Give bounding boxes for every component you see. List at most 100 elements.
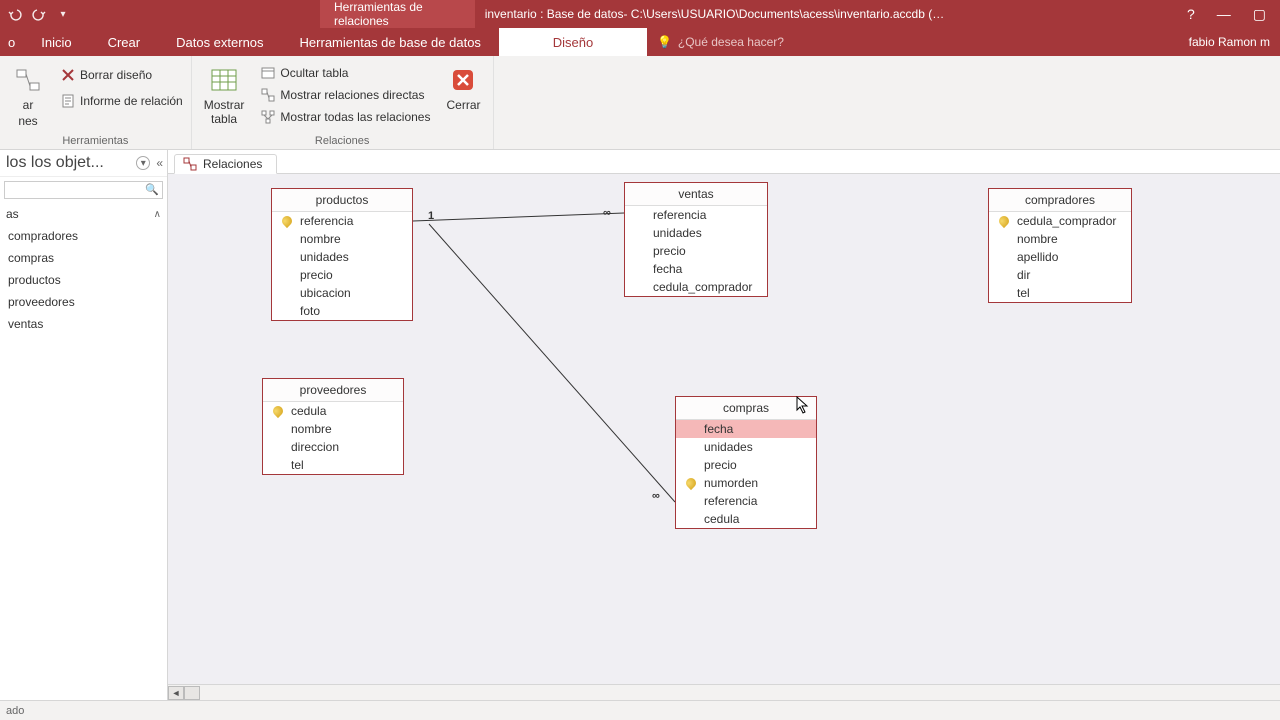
document-area: Relaciones productosreferencianombreunid…: [168, 150, 1280, 700]
ocultar-tabla-button[interactable]: Ocultar tabla: [258, 64, 432, 82]
nav-item-proveedores[interactable]: proveedores: [0, 291, 167, 313]
nav-dropdown-icon[interactable]: ▾: [136, 156, 150, 170]
field-cedula_comprador[interactable]: cedula_comprador: [989, 212, 1131, 230]
field-cedula_comprador[interactable]: cedula_comprador: [625, 278, 767, 296]
tell-me-input[interactable]: [678, 35, 878, 49]
field-fecha[interactable]: fecha: [625, 260, 767, 278]
relation-label: ∞: [603, 207, 611, 219]
cerrar-button[interactable]: Cerrar: [440, 62, 486, 114]
relaciones-directas-button[interactable]: Mostrar relaciones directas: [258, 86, 432, 104]
field-referencia[interactable]: referencia: [676, 492, 816, 510]
field-apellido[interactable]: apellido: [989, 248, 1131, 266]
tab-diseno[interactable]: Diseño: [499, 28, 647, 56]
tab-datos-externos[interactable]: Datos externos: [158, 28, 281, 56]
field-precio[interactable]: precio: [676, 456, 816, 474]
table-title: productos: [272, 189, 412, 212]
context-tool-tab: Herramientas de relaciones: [320, 0, 475, 28]
tab-relaciones[interactable]: Relaciones: [174, 154, 277, 174]
undo-icon[interactable]: [8, 7, 22, 21]
scroll-thumb[interactable]: [184, 686, 200, 700]
quick-access-toolbar: ▾: [0, 7, 78, 21]
nav-item-compradores[interactable]: compradores: [0, 225, 167, 247]
field-numorden[interactable]: numorden: [676, 474, 816, 492]
tab-inicio[interactable]: Inicio: [23, 28, 89, 56]
status-bar: ado: [0, 700, 1280, 720]
ribbon: ar nes Borrar diseño Informe de relación…: [0, 56, 1280, 150]
navigation-pane: los los objet... ▾ « 🔍 as ∧ compradoresc…: [0, 150, 168, 700]
horizontal-scrollbar[interactable]: ◄: [168, 684, 1280, 700]
table-productos[interactable]: productosreferencianombreunidadespreciou…: [271, 188, 413, 321]
report-icon: [60, 93, 76, 109]
mostrar-tabla-label: Mostrar tabla: [204, 98, 245, 127]
nav-item-productos[interactable]: productos: [0, 269, 167, 291]
field-cedula[interactable]: cedula: [263, 402, 403, 420]
nav-collapse-icon[interactable]: «: [156, 156, 163, 170]
nav-item-ventas[interactable]: ventas: [0, 313, 167, 335]
table-proveedores[interactable]: proveedorescedulanombredirecciontel: [262, 378, 404, 475]
nav-search-input[interactable]: [4, 181, 163, 199]
nav-title: los los objet...: [6, 154, 132, 172]
informe-relacion-label: Informe de relación: [80, 94, 183, 108]
field-referencia[interactable]: referencia: [272, 212, 412, 230]
field-nombre[interactable]: nombre: [989, 230, 1131, 248]
todas-relaciones-button[interactable]: Mostrar todas las relaciones: [258, 108, 432, 126]
relations-canvas[interactable]: productosreferencianombreunidadespreciou…: [168, 174, 1280, 684]
minimize-icon[interactable]: —: [1217, 6, 1231, 22]
edit-relations-icon: [12, 64, 44, 96]
field-unidades[interactable]: unidades: [676, 438, 816, 456]
nav-search[interactable]: 🔍: [4, 181, 163, 199]
field-fecha[interactable]: fecha: [676, 420, 816, 438]
qat-customize-icon[interactable]: ▾: [56, 7, 70, 21]
informe-relacion-button[interactable]: Informe de relación: [58, 92, 185, 110]
ribbon-tabs: o Inicio Crear Datos externos Herramient…: [0, 28, 1280, 56]
field-direccion[interactable]: direccion: [263, 438, 403, 456]
mostrar-tabla-button[interactable]: Mostrar tabla: [198, 62, 251, 129]
field-ubicacion[interactable]: ubicacion: [272, 284, 412, 302]
user-name[interactable]: fabio Ramon m: [1179, 28, 1280, 56]
relaciones-directas-label: Mostrar relaciones directas: [280, 88, 424, 102]
edit-relations-label1: ar: [23, 98, 34, 112]
field-tel[interactable]: tel: [989, 284, 1131, 302]
field-nombre[interactable]: nombre: [272, 230, 412, 248]
scroll-left-icon[interactable]: ◄: [168, 686, 184, 700]
table-title: ventas: [625, 183, 767, 206]
group-label-relaciones: Relaciones: [198, 135, 487, 149]
tab-herramientas-bd[interactable]: Herramientas de base de datos: [282, 28, 499, 56]
cerrar-label: Cerrar: [446, 98, 480, 112]
tab-crear[interactable]: Crear: [90, 28, 159, 56]
maximize-icon[interactable]: ▢: [1253, 6, 1266, 23]
borrar-diseno-button[interactable]: Borrar diseño: [58, 66, 185, 84]
table-compras[interactable]: comprasfechaunidadesprecionumordenrefere…: [675, 396, 817, 529]
field-precio[interactable]: precio: [625, 242, 767, 260]
nav-header[interactable]: los los objet... ▾ «: [0, 150, 167, 177]
nav-item-compras[interactable]: compras: [0, 247, 167, 269]
tab-file[interactable]: o: [0, 28, 23, 56]
field-tel[interactable]: tel: [263, 456, 403, 474]
cursor-icon: [796, 396, 810, 414]
tell-me[interactable]: 💡: [647, 28, 888, 56]
chevron-up-icon: ∧: [154, 209, 161, 220]
nav-category[interactable]: as ∧: [0, 203, 167, 225]
redo-icon[interactable]: [32, 7, 46, 21]
field-precio[interactable]: precio: [272, 266, 412, 284]
edit-relations-label2: nes: [18, 114, 37, 128]
table-title: proveedores: [263, 379, 403, 402]
title-bar: ▾ Herramientas de relaciones inventario …: [0, 0, 1280, 28]
table-ventas[interactable]: ventasreferenciaunidadespreciofechacedul…: [624, 182, 768, 297]
field-dir[interactable]: dir: [989, 266, 1131, 284]
field-unidades[interactable]: unidades: [272, 248, 412, 266]
show-table-icon: [208, 64, 240, 96]
field-nombre[interactable]: nombre: [263, 420, 403, 438]
field-cedula[interactable]: cedula: [676, 510, 816, 528]
close-icon: [447, 64, 479, 96]
field-referencia[interactable]: referencia: [625, 206, 767, 224]
field-unidades[interactable]: unidades: [625, 224, 767, 242]
status-text: ado: [6, 705, 24, 717]
table-compradores[interactable]: compradorescedula_compradornombreapellid…: [988, 188, 1132, 303]
edit-relations-button[interactable]: ar nes: [6, 62, 50, 131]
group-label-herramientas: Herramientas: [6, 135, 185, 149]
document-tabs: Relaciones: [168, 150, 1280, 174]
workspace: los los objet... ▾ « 🔍 as ∧ compradoresc…: [0, 150, 1280, 700]
field-foto[interactable]: foto: [272, 302, 412, 320]
help-icon[interactable]: ?: [1187, 6, 1195, 22]
